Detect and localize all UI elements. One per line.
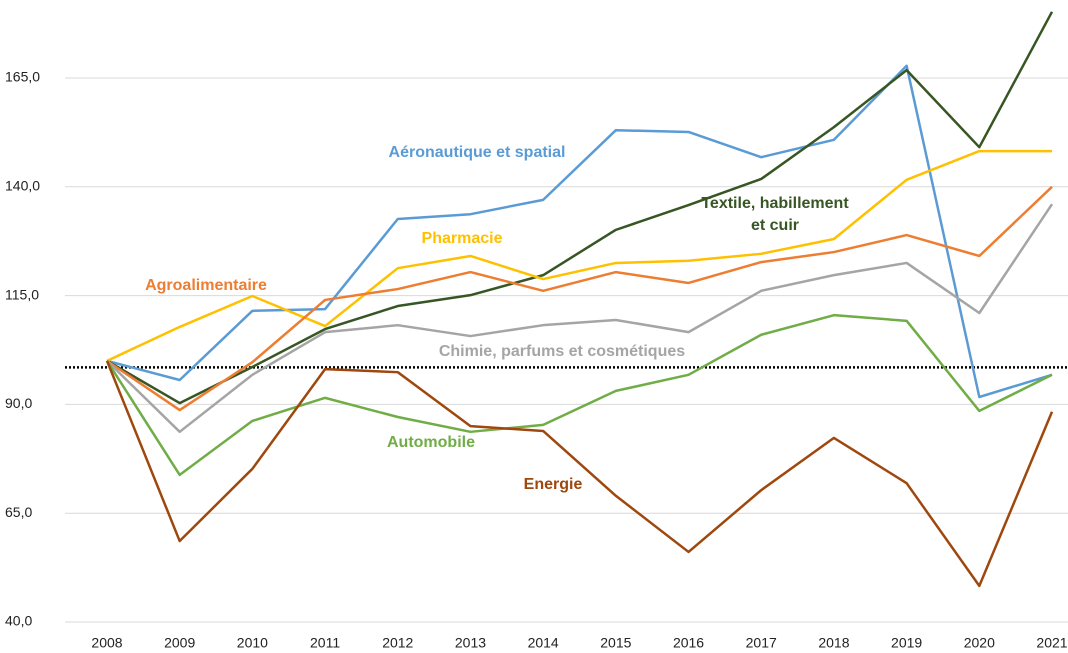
series-line bbox=[106, 185, 1053, 412]
x-tick-label: 2017 bbox=[746, 635, 777, 651]
y-tick-label: 40,0 bbox=[5, 613, 32, 629]
series-label: Automobile bbox=[387, 434, 475, 451]
series-line bbox=[105, 313, 1053, 477]
x-tick-label: 2020 bbox=[964, 635, 995, 651]
x-tick-label: 2021 bbox=[1036, 635, 1067, 651]
series-line bbox=[106, 149, 1052, 363]
x-tick-label: 2011 bbox=[310, 635, 340, 651]
series-label: Energie bbox=[523, 476, 583, 493]
y-tick-label: 115,0 bbox=[5, 286, 39, 302]
series-label: Aéronautique et spatial bbox=[388, 144, 566, 161]
y-tick-label: 65,0 bbox=[5, 504, 32, 520]
y-tick-label: 140,0 bbox=[5, 177, 40, 193]
x-tick-label: 2016 bbox=[673, 635, 704, 651]
x-tick-label: 2009 bbox=[164, 635, 195, 651]
series-label: Agroalimentaire bbox=[145, 277, 267, 294]
x-tick-label: 2010 bbox=[237, 635, 268, 651]
x-tick-label: 2013 bbox=[455, 635, 486, 651]
y-tick-label: 165,0 bbox=[5, 69, 40, 85]
series-label: Textile, habillement et cuir bbox=[701, 195, 849, 234]
series-line bbox=[106, 203, 1054, 434]
x-tick-label: 2019 bbox=[891, 635, 922, 651]
x-tick-label: 2018 bbox=[818, 635, 849, 651]
x-tick-label: 2008 bbox=[91, 635, 122, 651]
series-line bbox=[106, 11, 1054, 405]
series-label: Chimie, parfums et cosmétiques bbox=[438, 343, 686, 360]
y-tick-label: 90,0 bbox=[5, 395, 32, 411]
x-tick-label: 2015 bbox=[600, 635, 631, 651]
x-tick-label: 2012 bbox=[382, 635, 413, 651]
series-label: Pharmacie bbox=[421, 230, 503, 247]
series-line bbox=[105, 360, 1054, 588]
x-tick-label: 2014 bbox=[528, 635, 559, 651]
